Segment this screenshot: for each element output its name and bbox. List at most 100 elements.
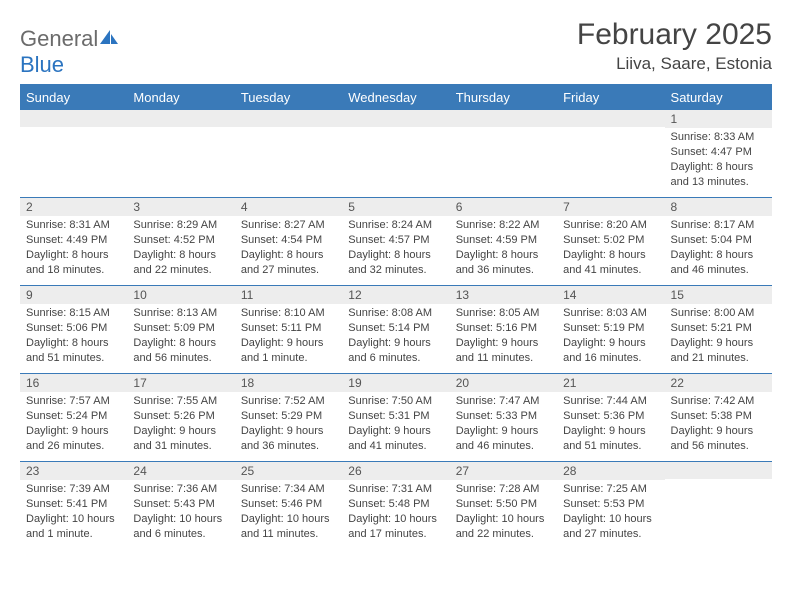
daylight-label: Daylight: 8 hours and 41 minutes.: [563, 248, 658, 278]
calendar-week-row: 23Sunrise: 7:39 AMSunset: 5:41 PMDayligh…: [20, 462, 772, 546]
calendar-cell: 8Sunrise: 8:17 AMSunset: 5:04 PMDaylight…: [665, 198, 772, 286]
day-number: 28: [557, 462, 664, 480]
sunset-label: Sunset: 5:06 PM: [26, 321, 121, 336]
calendar-cell: [665, 462, 772, 546]
daylight-label: Daylight: 10 hours and 17 minutes.: [348, 512, 443, 542]
day-number: 27: [450, 462, 557, 480]
day-number: 9: [20, 286, 127, 304]
calendar-cell: 22Sunrise: 7:42 AMSunset: 5:38 PMDayligh…: [665, 374, 772, 462]
calendar-cell: 14Sunrise: 8:03 AMSunset: 5:19 PMDayligh…: [557, 286, 664, 374]
calendar-cell: 21Sunrise: 7:44 AMSunset: 5:36 PMDayligh…: [557, 374, 664, 462]
calendar-cell: [557, 110, 664, 198]
day-details: Sunrise: 7:39 AMSunset: 5:41 PMDaylight:…: [20, 480, 127, 545]
sunset-label: Sunset: 5:41 PM: [26, 497, 121, 512]
calendar-cell: 13Sunrise: 8:05 AMSunset: 5:16 PMDayligh…: [450, 286, 557, 374]
day-number: 14: [557, 286, 664, 304]
sunset-label: Sunset: 5:31 PM: [348, 409, 443, 424]
daylight-label: Daylight: 10 hours and 27 minutes.: [563, 512, 658, 542]
day-details: Sunrise: 8:27 AMSunset: 4:54 PMDaylight:…: [235, 216, 342, 281]
sunset-label: Sunset: 5:43 PM: [133, 497, 228, 512]
sunrise-label: Sunrise: 7:52 AM: [241, 394, 336, 409]
day-number: 11: [235, 286, 342, 304]
day-details: Sunrise: 7:50 AMSunset: 5:31 PMDaylight:…: [342, 392, 449, 457]
weekday-header: Saturday: [665, 86, 772, 110]
calendar-week-row: 16Sunrise: 7:57 AMSunset: 5:24 PMDayligh…: [20, 374, 772, 462]
day-number: [127, 110, 234, 127]
weekday-header: Wednesday: [342, 86, 449, 110]
logo-sail-icon: [98, 26, 120, 44]
daylight-label: Daylight: 9 hours and 46 minutes.: [456, 424, 551, 454]
day-details: Sunrise: 7:57 AMSunset: 5:24 PMDaylight:…: [20, 392, 127, 457]
day-details: Sunrise: 7:44 AMSunset: 5:36 PMDaylight:…: [557, 392, 664, 457]
day-details: Sunrise: 7:42 AMSunset: 5:38 PMDaylight:…: [665, 392, 772, 457]
day-number: 2: [20, 198, 127, 216]
sunrise-label: Sunrise: 8:13 AM: [133, 306, 228, 321]
day-details: Sunrise: 8:22 AMSunset: 4:59 PMDaylight:…: [450, 216, 557, 281]
calendar-cell: 1Sunrise: 8:33 AMSunset: 4:47 PMDaylight…: [665, 110, 772, 198]
calendar-body: 1Sunrise: 8:33 AMSunset: 4:47 PMDaylight…: [20, 110, 772, 546]
daylight-label: Daylight: 9 hours and 11 minutes.: [456, 336, 551, 366]
weekday-header: Friday: [557, 86, 664, 110]
day-details: Sunrise: 8:31 AMSunset: 4:49 PMDaylight:…: [20, 216, 127, 281]
sunrise-label: Sunrise: 7:28 AM: [456, 482, 551, 497]
sunrise-label: Sunrise: 7:34 AM: [241, 482, 336, 497]
calendar-week-row: 1Sunrise: 8:33 AMSunset: 4:47 PMDaylight…: [20, 110, 772, 198]
sunset-label: Sunset: 5:50 PM: [456, 497, 551, 512]
title-block: February 2025 Liiva, Saare, Estonia: [577, 18, 772, 74]
calendar-cell: [235, 110, 342, 198]
sunrise-label: Sunrise: 7:42 AM: [671, 394, 766, 409]
day-number: 1: [665, 110, 772, 128]
calendar-cell: 19Sunrise: 7:50 AMSunset: 5:31 PMDayligh…: [342, 374, 449, 462]
sunrise-label: Sunrise: 8:03 AM: [563, 306, 658, 321]
calendar-cell: [20, 110, 127, 198]
calendar-cell: 25Sunrise: 7:34 AMSunset: 5:46 PMDayligh…: [235, 462, 342, 546]
day-number: 15: [665, 286, 772, 304]
sunrise-label: Sunrise: 7:44 AM: [563, 394, 658, 409]
logo-text: General Blue: [20, 26, 120, 78]
logo-word1: General: [20, 26, 98, 51]
sunset-label: Sunset: 4:59 PM: [456, 233, 551, 248]
calendar-cell: 16Sunrise: 7:57 AMSunset: 5:24 PMDayligh…: [20, 374, 127, 462]
weekday-header-row: Sunday Monday Tuesday Wednesday Thursday…: [20, 86, 772, 110]
calendar-week-row: 2Sunrise: 8:31 AMSunset: 4:49 PMDaylight…: [20, 198, 772, 286]
calendar-cell: 5Sunrise: 8:24 AMSunset: 4:57 PMDaylight…: [342, 198, 449, 286]
sunset-label: Sunset: 5:11 PM: [241, 321, 336, 336]
sunrise-label: Sunrise: 7:36 AM: [133, 482, 228, 497]
day-number: 7: [557, 198, 664, 216]
sunset-label: Sunset: 5:36 PM: [563, 409, 658, 424]
weekday-header: Monday: [127, 86, 234, 110]
daylight-label: Daylight: 10 hours and 1 minute.: [26, 512, 121, 542]
daylight-label: Daylight: 8 hours and 46 minutes.: [671, 248, 766, 278]
calendar-week-row: 9Sunrise: 8:15 AMSunset: 5:06 PMDaylight…: [20, 286, 772, 374]
sunset-label: Sunset: 5:02 PM: [563, 233, 658, 248]
daylight-label: Daylight: 9 hours and 1 minute.: [241, 336, 336, 366]
calendar-cell: 3Sunrise: 8:29 AMSunset: 4:52 PMDaylight…: [127, 198, 234, 286]
calendar-cell: 20Sunrise: 7:47 AMSunset: 5:33 PMDayligh…: [450, 374, 557, 462]
calendar-cell: 15Sunrise: 8:00 AMSunset: 5:21 PMDayligh…: [665, 286, 772, 374]
sunrise-label: Sunrise: 8:33 AM: [671, 130, 766, 145]
day-details: Sunrise: 8:03 AMSunset: 5:19 PMDaylight:…: [557, 304, 664, 369]
page-title: February 2025: [577, 18, 772, 52]
calendar-cell: [450, 110, 557, 198]
daylight-label: Daylight: 9 hours and 6 minutes.: [348, 336, 443, 366]
sunset-label: Sunset: 4:57 PM: [348, 233, 443, 248]
daylight-label: Daylight: 9 hours and 41 minutes.: [348, 424, 443, 454]
calendar-cell: 24Sunrise: 7:36 AMSunset: 5:43 PMDayligh…: [127, 462, 234, 546]
calendar-cell: 28Sunrise: 7:25 AMSunset: 5:53 PMDayligh…: [557, 462, 664, 546]
sunrise-label: Sunrise: 7:39 AM: [26, 482, 121, 497]
sunset-label: Sunset: 5:09 PM: [133, 321, 228, 336]
sunrise-label: Sunrise: 8:20 AM: [563, 218, 658, 233]
daylight-label: Daylight: 8 hours and 22 minutes.: [133, 248, 228, 278]
daylight-label: Daylight: 9 hours and 31 minutes.: [133, 424, 228, 454]
day-number: 8: [665, 198, 772, 216]
day-number: 6: [450, 198, 557, 216]
day-number: 21: [557, 374, 664, 392]
sunset-label: Sunset: 5:29 PM: [241, 409, 336, 424]
daylight-label: Daylight: 8 hours and 18 minutes.: [26, 248, 121, 278]
calendar-cell: 11Sunrise: 8:10 AMSunset: 5:11 PMDayligh…: [235, 286, 342, 374]
day-details: Sunrise: 8:00 AMSunset: 5:21 PMDaylight:…: [665, 304, 772, 369]
calendar-cell: 10Sunrise: 8:13 AMSunset: 5:09 PMDayligh…: [127, 286, 234, 374]
day-details: Sunrise: 7:28 AMSunset: 5:50 PMDaylight:…: [450, 480, 557, 545]
day-number: 23: [20, 462, 127, 480]
day-number: 3: [127, 198, 234, 216]
